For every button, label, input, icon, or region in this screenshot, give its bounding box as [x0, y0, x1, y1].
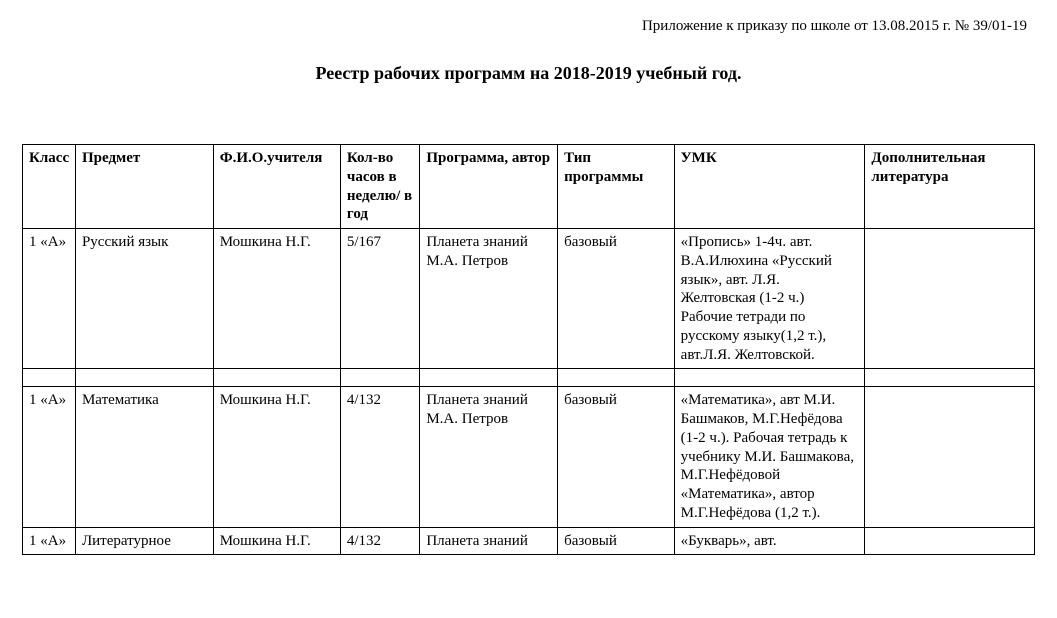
spacer-cell	[674, 369, 865, 387]
col-class: Класс	[23, 145, 76, 229]
spacer-cell	[865, 369, 1035, 387]
table-cell: Русский язык	[75, 229, 213, 369]
table-cell: базовый	[558, 527, 675, 555]
table-cell: «Математика», авт М.И. Башмаков, М.Г.Неф…	[674, 387, 865, 527]
table-cell: «Пропись» 1-4ч. авт. В.А.Илюхина «Русски…	[674, 229, 865, 369]
table-cell: Планета знаний	[420, 527, 558, 555]
table-cell: 1 «А»	[23, 527, 76, 555]
table-row: 1 «А»ЛитературноеМошкина Н.Г.4/132Планет…	[23, 527, 1035, 555]
table-cell: Планета знаний М.А. Петров	[420, 387, 558, 527]
table-cell: базовый	[558, 387, 675, 527]
spacer-cell	[558, 369, 675, 387]
table-cell: Мошкина Н.Г.	[213, 229, 340, 369]
table-cell: Математика	[75, 387, 213, 527]
table-cell: Планета знаний М.А. Петров	[420, 229, 558, 369]
table-cell: базовый	[558, 229, 675, 369]
table-cell: «Букварь», авт.	[674, 527, 865, 555]
col-lit: Дополнительная литература	[865, 145, 1035, 229]
col-type: Тип программы	[558, 145, 675, 229]
col-program: Программа, автор	[420, 145, 558, 229]
table-row: 1 «А»Русский языкМошкина Н.Г.5/167Планет…	[23, 229, 1035, 369]
table-cell: 4/132	[340, 387, 419, 527]
spacer-cell	[340, 369, 419, 387]
col-umk: УМК	[674, 145, 865, 229]
table-cell: 1 «А»	[23, 229, 76, 369]
table-row: 1 «А»МатематикаМошкина Н.Г.4/132Планета …	[23, 387, 1035, 527]
table-cell: Мошкина Н.Г.	[213, 527, 340, 555]
table-cell	[865, 229, 1035, 369]
col-teacher: Ф.И.О.учителя	[213, 145, 340, 229]
table-cell: 4/132	[340, 527, 419, 555]
table-cell: Литературное	[75, 527, 213, 555]
table-body: 1 «А»Русский языкМошкина Н.Г.5/167Планет…	[23, 229, 1035, 555]
spacer-cell	[75, 369, 213, 387]
spacer-cell	[213, 369, 340, 387]
table-cell	[865, 387, 1035, 527]
table-cell: 1 «А»	[23, 387, 76, 527]
spacer-cell	[23, 369, 76, 387]
page-title: Реестр рабочих программ на 2018-2019 уче…	[22, 63, 1035, 84]
col-subject: Предмет	[75, 145, 213, 229]
table-cell: Мошкина Н.Г.	[213, 387, 340, 527]
table-cell	[865, 527, 1035, 555]
spacer-row	[23, 369, 1035, 387]
table-header-row: Класс Предмет Ф.И.О.учителя Кол-во часов…	[23, 145, 1035, 229]
registry-table: Класс Предмет Ф.И.О.учителя Кол-во часов…	[22, 144, 1035, 555]
table-cell: 5/167	[340, 229, 419, 369]
spacer-cell	[420, 369, 558, 387]
header-note: Приложение к приказу по школе от 13.08.2…	[22, 18, 1035, 35]
col-hours: Кол-во часов в неделю/ в год	[340, 145, 419, 229]
